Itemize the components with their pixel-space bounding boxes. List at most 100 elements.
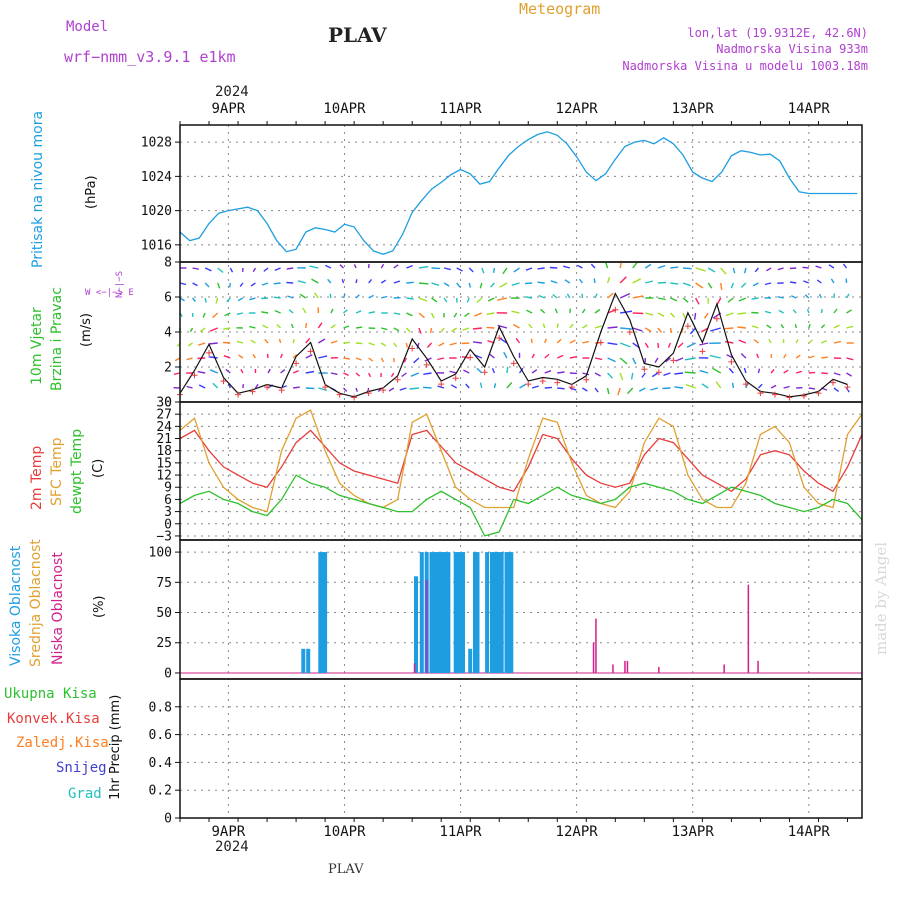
wind-gust-marker bbox=[452, 375, 459, 382]
wind-arrow bbox=[662, 387, 671, 390]
wind-arrow bbox=[250, 339, 256, 344]
wind-arrow bbox=[684, 371, 696, 374]
wind-arrow bbox=[479, 282, 483, 289]
y-tick-label: 27 bbox=[156, 408, 172, 423]
wind-arrow bbox=[582, 340, 590, 344]
x-label-bottom: 9APR bbox=[212, 824, 246, 840]
lonlat-info: lon,lat (19.9312E, 42.6N) bbox=[687, 26, 868, 40]
wind-arrow bbox=[466, 297, 470, 303]
wind-arrow bbox=[619, 342, 631, 348]
cloud-bar-visoka-oblacnost bbox=[468, 648, 473, 673]
wind-arrow bbox=[266, 353, 269, 359]
cloud-bar-visoka-oblacnost bbox=[306, 648, 311, 673]
wind-arrow bbox=[202, 312, 206, 318]
wind-gust-marker bbox=[641, 366, 648, 373]
wind-arrow bbox=[644, 342, 649, 348]
wind-arrow bbox=[290, 323, 294, 329]
wind-gust-marker bbox=[684, 323, 691, 330]
wind-arrow bbox=[355, 294, 360, 299]
wind-arrow bbox=[292, 353, 298, 359]
wind-arrow bbox=[209, 327, 218, 332]
y-tick-label: 75 bbox=[156, 576, 172, 591]
wind-arrow bbox=[738, 297, 747, 302]
wind-gust-marker bbox=[293, 360, 300, 367]
wind-arrow bbox=[426, 342, 433, 348]
wind-arrow bbox=[554, 308, 558, 314]
wind-arrow bbox=[450, 384, 458, 389]
wind-arrow bbox=[537, 281, 545, 284]
wind-arrow bbox=[274, 309, 281, 314]
wind-arrow bbox=[524, 282, 533, 285]
wind-arrow bbox=[783, 385, 790, 389]
wind-arrow bbox=[684, 357, 696, 361]
cloud-bar-visoka-oblacnost bbox=[473, 552, 477, 673]
wind-arrow bbox=[606, 276, 611, 284]
wind-arrow bbox=[544, 353, 550, 359]
wind-arrow bbox=[707, 282, 713, 289]
wind-gust-marker bbox=[351, 394, 358, 401]
wind-arrow bbox=[199, 327, 206, 333]
wind-arrow bbox=[511, 282, 520, 286]
wind-arrow bbox=[764, 310, 772, 314]
wind-arrow bbox=[833, 340, 842, 344]
wind-arrow bbox=[630, 372, 634, 380]
legend-conv-rain: Konvek.Kisa bbox=[7, 711, 100, 727]
wind-arrow bbox=[499, 282, 508, 288]
wind-arrow bbox=[327, 278, 332, 284]
wind-arrow bbox=[381, 295, 388, 299]
y-tick-label: 4 bbox=[164, 326, 172, 341]
panel-frame-cloud bbox=[179, 539, 863, 680]
wind-arrow bbox=[619, 276, 627, 284]
wind-arrow bbox=[715, 381, 722, 389]
wind-arrow bbox=[380, 357, 385, 363]
wind-arrow bbox=[476, 367, 483, 374]
wind-gust-marker bbox=[467, 354, 474, 361]
wind-arrow bbox=[418, 297, 428, 302]
wind-arrow bbox=[224, 312, 231, 317]
x-label-bottom: 14APR bbox=[788, 824, 831, 840]
wind-arrow bbox=[406, 297, 414, 300]
wind-arrow bbox=[645, 312, 654, 316]
wind-arrow bbox=[802, 266, 809, 269]
wind-arrow bbox=[790, 295, 797, 299]
wind-arrow bbox=[725, 312, 734, 317]
wind-arrow bbox=[525, 296, 533, 299]
wind-arrow bbox=[309, 265, 319, 269]
wind-arrow bbox=[368, 294, 374, 299]
wind-arrow bbox=[280, 369, 286, 374]
cloud-bar-visoka-oblacnost bbox=[301, 648, 306, 673]
wind-arrow bbox=[783, 369, 789, 374]
wind-gust-marker bbox=[539, 378, 546, 385]
cloud-bar-niska-oblacnost bbox=[626, 660, 629, 673]
wind-arrow bbox=[173, 372, 181, 375]
wind-arrow bbox=[770, 369, 775, 374]
wind-arrow bbox=[716, 297, 722, 305]
legend-hail: Grad bbox=[68, 786, 102, 802]
wind-arrow bbox=[594, 372, 601, 377]
x-label-top: 14APR bbox=[788, 101, 831, 117]
wind-arrow bbox=[607, 326, 618, 329]
wind-arrow bbox=[479, 382, 483, 389]
cloud-bar-visoka-oblacnost bbox=[444, 552, 448, 673]
legend-frozen-rain: Zaledj.Kisa bbox=[16, 735, 109, 751]
station-title: PLAV bbox=[328, 23, 387, 47]
wind-gust-marker bbox=[191, 372, 198, 379]
wind-gust-marker bbox=[757, 390, 764, 397]
wind-gust-marker bbox=[728, 358, 735, 365]
x-label-top: 10APR bbox=[323, 101, 366, 117]
wind-arrow bbox=[240, 368, 244, 374]
wind-arrow bbox=[380, 279, 387, 284]
cloud-bar-visoka-oblacnost bbox=[458, 552, 463, 673]
wind-arrow bbox=[751, 311, 759, 314]
wind-arrow bbox=[669, 327, 673, 333]
wind-compass-h: W <−|−> E bbox=[85, 288, 134, 298]
wind-arrow bbox=[768, 338, 772, 344]
x-label-bottom: 12APR bbox=[556, 824, 599, 840]
wind-arrow bbox=[804, 294, 810, 299]
wind-arrow bbox=[594, 308, 601, 314]
y-tick-label: 25 bbox=[156, 636, 172, 651]
wind-arrow bbox=[226, 297, 231, 303]
model-altitude-info: Nadmorska Visina u modelu 1003.18m bbox=[622, 59, 868, 73]
wind-arrow bbox=[703, 312, 709, 319]
wind-arrow bbox=[223, 355, 231, 359]
